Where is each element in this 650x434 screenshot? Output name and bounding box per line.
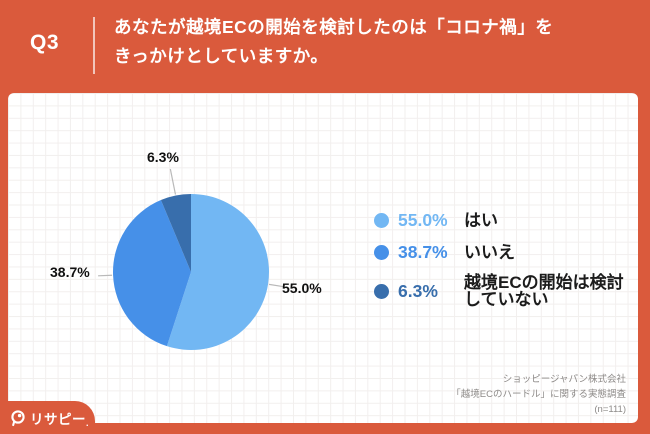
callout-leader-line xyxy=(169,168,177,195)
slice-callout-label: 6.3% xyxy=(147,149,179,165)
question-title: あなたが越境ECの開始を検討したのは「コロナ禍」を きっかけとしていますか。 xyxy=(114,17,554,66)
callout-leader-line xyxy=(268,283,283,288)
pie-slice xyxy=(160,194,191,272)
legend-dot-icon xyxy=(374,245,389,260)
pie-chart xyxy=(98,168,283,350)
magnifier-pin-icon xyxy=(11,409,25,426)
source-line: 「越境ECのハードル」に関する実態調査 xyxy=(451,389,626,400)
question-number-badge: Q3 xyxy=(30,31,60,54)
legend-label: はい xyxy=(464,211,498,230)
legend-row: 6.3% 越境ECの開始は検討していない xyxy=(374,274,624,308)
logo-text: リサピー xyxy=(30,411,86,427)
legend-dot-icon xyxy=(374,283,389,299)
source-line: (n=111) xyxy=(594,404,626,415)
legend-label: いいえ xyxy=(464,243,515,262)
logo-tab: リサピー . xyxy=(0,401,95,434)
legend-row: 38.7% いいえ xyxy=(374,242,624,263)
slice-callout-label: 55.0% xyxy=(282,280,322,296)
pie-slice xyxy=(166,194,270,350)
source-line: ショッピージャパン株式会社 xyxy=(502,374,626,385)
legend-percent: 38.7% xyxy=(398,242,448,262)
legend-row: 55.0% はい xyxy=(374,210,624,231)
legend-percent: 6.3% xyxy=(398,280,438,301)
legend-percent: 55.0% xyxy=(398,210,448,230)
pie-slice xyxy=(113,200,191,347)
legend-label: 越境ECの開始は検討していない xyxy=(464,273,624,309)
footer-source: ショッピージャパン株式会社 「越境ECのハードル」に関する実態調査 (n=111… xyxy=(451,372,626,417)
chart-panel xyxy=(8,93,638,423)
slice-callout-label: 38.7% xyxy=(50,264,90,280)
header-divider xyxy=(93,17,95,74)
legend-dot-icon xyxy=(374,213,389,228)
legend: 55.0% はい 38.7% いいえ 6.3% 越境ECの開始は検討していない xyxy=(374,210,624,308)
logo-suffix: . xyxy=(86,418,89,428)
callout-leader-line xyxy=(98,274,113,277)
